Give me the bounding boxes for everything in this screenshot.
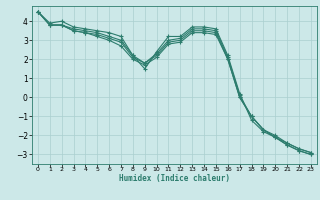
X-axis label: Humidex (Indice chaleur): Humidex (Indice chaleur) bbox=[119, 174, 230, 183]
